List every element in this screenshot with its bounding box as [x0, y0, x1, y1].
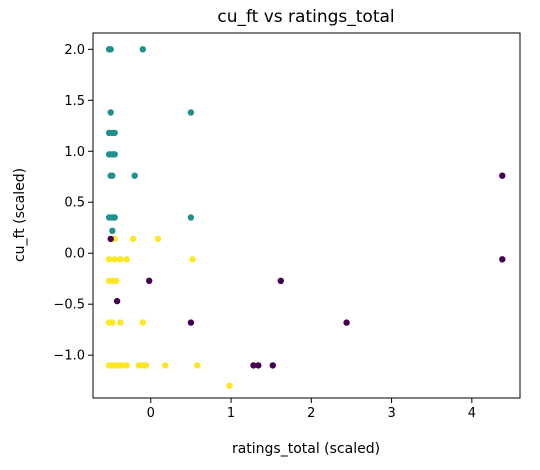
data-point: [111, 151, 118, 158]
chart-title: cu_ft vs ratings_total: [217, 7, 394, 27]
data-point: [107, 235, 114, 243]
data-point: [129, 235, 137, 243]
data-point: [154, 235, 162, 243]
data-point: [139, 319, 146, 326]
data-point: [226, 382, 233, 389]
y-tick-label: −1.0: [53, 349, 85, 364]
y-axis-ticks: −1.0 −0.5 0.0 0.5 1.0 1.5 2.0: [53, 43, 93, 364]
data-point: [111, 256, 118, 263]
data-point: [117, 256, 124, 263]
data-point: [109, 319, 116, 326]
data-point: [131, 172, 138, 179]
data-point: [187, 319, 195, 326]
y-tick-label: 0.0: [64, 247, 85, 262]
data-point: [111, 129, 118, 137]
data-point: [162, 362, 169, 369]
data-point: [109, 227, 116, 234]
x-axis-ticks: 0 1 2 3 4: [147, 398, 476, 421]
data-point: [146, 277, 153, 284]
data-point: [113, 277, 120, 284]
data-point: [111, 214, 118, 221]
data-point: [499, 172, 506, 179]
data-point: [269, 362, 276, 369]
y-tick-label: 0.5: [64, 196, 85, 211]
data-point: [187, 109, 195, 116]
y-tick-label: 1.5: [64, 94, 85, 109]
data-point: [118, 362, 126, 369]
data-point: [343, 319, 350, 326]
data-point: [105, 256, 113, 263]
data-point: [194, 362, 201, 369]
y-tick-label: −0.5: [53, 298, 85, 313]
data-point: [142, 362, 150, 369]
data-point: [107, 46, 114, 53]
x-tick-label: 1: [227, 406, 235, 421]
x-tick-label: 0: [147, 406, 155, 421]
data-point: [250, 362, 257, 369]
data-point: [139, 46, 146, 53]
data-point: [189, 256, 196, 263]
x-tick-label: 3: [387, 406, 395, 421]
y-tick-label: 1.0: [64, 145, 85, 160]
data-points: [105, 46, 506, 389]
data-point: [109, 172, 116, 179]
data-point: [277, 277, 284, 284]
data-point: [499, 256, 506, 263]
data-point: [117, 319, 124, 326]
x-tick-label: 4: [468, 406, 476, 421]
data-point: [113, 297, 121, 305]
x-axis-label: ratings_total (scaled): [232, 441, 380, 457]
data-point: [187, 214, 195, 221]
data-point: [107, 109, 114, 116]
data-point: [123, 256, 130, 263]
plot-area-frame: [92, 32, 521, 399]
data-point: [255, 362, 262, 369]
data-point: [123, 362, 130, 369]
y-tick-label: 2.0: [64, 43, 85, 58]
y-axis-label: cu_ft (scaled): [12, 168, 28, 262]
x-tick-label: 2: [307, 406, 315, 421]
